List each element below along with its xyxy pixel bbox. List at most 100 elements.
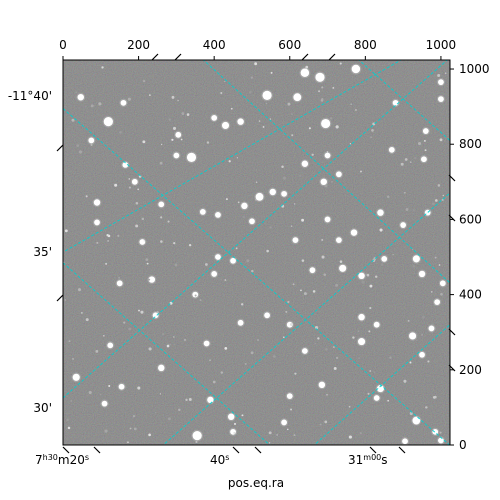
faint-star	[220, 278, 223, 281]
faint-star	[143, 80, 145, 82]
star	[320, 178, 328, 186]
faint-star	[445, 72, 447, 74]
faint-star	[354, 108, 357, 112]
star	[388, 146, 395, 153]
faint-star	[335, 283, 339, 287]
faint-star	[439, 138, 443, 142]
faint-star	[129, 427, 132, 430]
faint-star	[212, 380, 216, 384]
faint-star	[329, 117, 333, 120]
faint-star	[98, 102, 102, 106]
faint-star	[299, 174, 302, 177]
top-tick-label: 0	[59, 38, 67, 52]
faint-star	[335, 356, 339, 360]
star	[93, 199, 101, 206]
dec-tick-label-3: 30'	[33, 401, 52, 415]
faint-star	[135, 202, 139, 205]
faint-star	[255, 169, 258, 171]
wcs-tick	[301, 53, 309, 61]
faint-star	[289, 323, 294, 327]
faint-star	[172, 336, 175, 338]
wcs-tick	[56, 144, 64, 152]
faint-star	[333, 367, 337, 370]
faint-star	[417, 141, 422, 146]
faint-star	[128, 327, 132, 331]
star	[173, 152, 180, 159]
star	[286, 393, 293, 400]
faint-star	[224, 279, 227, 281]
faint-star	[272, 355, 276, 358]
star	[118, 383, 125, 390]
faint-star	[301, 259, 305, 262]
faint-star	[181, 112, 185, 115]
faint-star	[392, 253, 394, 256]
faint-star	[319, 423, 322, 426]
faint-star	[104, 429, 108, 433]
grid-line	[162, 192, 450, 445]
faint-star	[435, 199, 438, 202]
faint-star	[332, 86, 335, 89]
faint-star	[434, 256, 437, 259]
faint-star	[173, 343, 176, 346]
star	[438, 79, 444, 86]
faint-star	[143, 240, 145, 242]
grid-line	[63, 60, 448, 399]
faint-star	[180, 138, 183, 141]
faint-star	[321, 86, 324, 89]
faint-star	[430, 290, 433, 293]
star	[211, 271, 218, 277]
faint-star	[268, 442, 271, 444]
star	[358, 272, 365, 280]
faint-star	[178, 408, 181, 412]
faint-star	[301, 218, 304, 222]
faint-star	[171, 138, 174, 141]
faint-star	[367, 392, 370, 395]
star	[412, 255, 420, 263]
faint-star	[166, 344, 170, 348]
star	[358, 313, 365, 321]
faint-star	[135, 224, 139, 228]
star	[255, 192, 264, 201]
faint-star	[133, 427, 137, 431]
star	[422, 128, 429, 134]
faint-star	[78, 150, 83, 154]
faint-star	[138, 309, 140, 312]
faint-star	[235, 247, 238, 250]
star	[335, 171, 342, 178]
star	[186, 152, 197, 162]
faint-star	[258, 120, 261, 122]
top-tick-label: 800	[354, 38, 377, 52]
faint-star	[90, 104, 94, 108]
faint-star	[127, 441, 129, 444]
faint-star	[90, 143, 93, 147]
star	[438, 437, 444, 444]
star	[249, 218, 255, 225]
faint-star	[206, 141, 210, 144]
faint-star	[416, 339, 418, 341]
faint-star	[371, 129, 374, 132]
faint-star	[291, 113, 293, 115]
faint-star	[137, 188, 139, 191]
faint-star	[171, 95, 175, 99]
star	[120, 99, 127, 106]
right-tick-label: 400	[459, 288, 482, 302]
faint-star	[317, 337, 320, 340]
faint-star	[326, 151, 329, 153]
wcs-tick	[151, 53, 159, 61]
faint-star	[64, 229, 68, 233]
faint-star	[220, 92, 223, 95]
star	[400, 222, 407, 228]
faint-star	[154, 411, 157, 414]
star	[292, 237, 299, 243]
star	[418, 270, 426, 278]
star	[227, 413, 235, 421]
faint-star	[237, 201, 240, 204]
faint-star	[173, 241, 176, 245]
star	[318, 381, 326, 389]
faint-star	[96, 241, 99, 244]
star	[373, 395, 380, 401]
wcs-tick	[62, 446, 70, 454]
faint-star	[357, 330, 360, 332]
faint-star	[117, 234, 120, 237]
faint-star	[224, 80, 226, 83]
